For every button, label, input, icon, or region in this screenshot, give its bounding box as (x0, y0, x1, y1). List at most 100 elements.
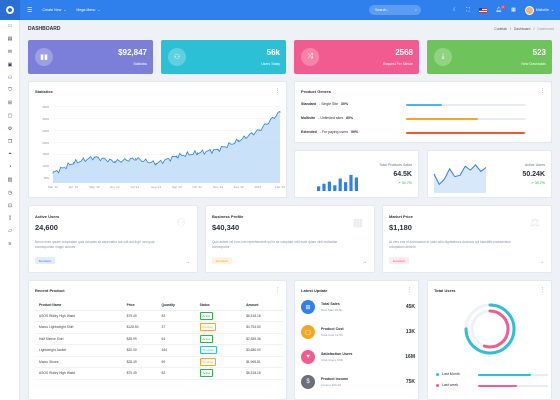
sidebar-chart-icon[interactable]: ◔ (8, 164, 12, 171)
bar (317, 186, 321, 191)
sidebar-folder-icon[interactable]: ▱ (8, 228, 12, 235)
breadcrumb-item[interactable]: Dashboard (513, 27, 531, 31)
genre-row: Standard - Single Site 30% (301, 102, 349, 106)
table-row[interactable]: Marco Shoes $28.49 69 Pending $1,965.81 (35, 356, 283, 368)
card-title: Total Users (434, 288, 456, 293)
column-header[interactable]: Status (195, 301, 243, 311)
product-name: Marco Lightweight Shirt (35, 321, 123, 334)
language-flag-icon[interactable] (478, 7, 487, 13)
x-tick-label: Oct '12 (192, 185, 202, 189)
user-menu[interactable]: Michelle ⌄ (524, 5, 554, 15)
arrow-right-icon[interactable]: → (185, 259, 190, 265)
more-options-icon[interactable]: ⋮ (407, 287, 412, 293)
apps-grid-icon[interactable]: ▦ (511, 7, 516, 13)
sidebar-settings-icon[interactable]: ⚙ (7, 125, 13, 132)
more-options-icon[interactable]: ⋮ (540, 88, 545, 94)
sidebar-clock-icon[interactable]: ◷ (7, 189, 13, 196)
data-point (238, 139, 240, 142)
menu-toggle-icon[interactable]: ☰ (27, 7, 33, 14)
update-row: ▢ Product Cost Total Cost 12.5K 13K (301, 324, 415, 344)
kpi-value: 50.24K (522, 171, 545, 178)
more-options-icon[interactable]: ⋮ (275, 287, 280, 293)
notification-badge: 2 (501, 5, 506, 9)
user-icon: ⚇ (176, 216, 186, 229)
x-tick-label: Nov '12 (213, 185, 224, 189)
sidebar-pages-icon[interactable]: ≡ (8, 240, 12, 247)
info-card: Active Users 24,600 Nemo enim ipsam volu… (28, 205, 198, 273)
mega-menu[interactable]: Mega Menu ⌄ (76, 8, 101, 12)
kpi-label: Active Users (524, 163, 545, 167)
info-title: Business Profile (212, 214, 244, 219)
app-logo[interactable] (0, 0, 20, 20)
update-value: 16M (405, 354, 415, 360)
status-badge: Active (199, 334, 214, 343)
column-header[interactable]: Price (122, 301, 158, 311)
notifications-icon[interactable]: 🔔︎ 2 (495, 5, 506, 13)
sidebar-table-icon[interactable]: ▥ (7, 176, 13, 183)
products-sales-card: Total Products Sales 64.5K ↗ 30.7% (294, 150, 419, 198)
product-price: $28.49 (122, 356, 158, 368)
table-row[interactable]: ASOS Ridley High Waist $79.49 82 Active $6,5… (35, 367, 283, 380)
avatar (524, 5, 534, 15)
bar (327, 181, 331, 191)
sidebar-lock-icon[interactable]: ⊡ (7, 202, 13, 209)
arrow-right-icon[interactable]: → (362, 259, 367, 265)
legend-dot (436, 383, 439, 387)
latest-update-card: Latest Update ⋮ ⊞ Total Sales New Sale 3… (294, 280, 419, 400)
sidebar-layout-icon[interactable]: ▣ (7, 61, 13, 68)
sidebar-inbox-icon[interactable]: ✉ (7, 48, 13, 55)
sidebar-shield-icon[interactable]: ⛉ (8, 87, 12, 94)
download-icon: ⤓ (434, 48, 452, 66)
bar (344, 182, 348, 191)
kpi-label: Total Products Sales (379, 163, 412, 167)
data-point (73, 162, 75, 164)
data-point (176, 155, 178, 157)
building-icon: ▦ (352, 216, 364, 229)
legend-item: Last week (436, 383, 458, 387)
sidebar-calendar-icon[interactable]: ▤ (7, 36, 13, 43)
sidebar-box-icon[interactable]: ▢ (7, 112, 13, 119)
create-new-menu[interactable]: Create New ⌄ (42, 8, 67, 12)
table-row[interactable]: Marco Lightweight Shirt $128.50 37 Pending $… (35, 321, 283, 334)
bar (333, 185, 337, 191)
data-point (114, 160, 116, 163)
stat-card: ⤨ 2568 Request Per Minute (294, 40, 419, 74)
fullscreen-icon[interactable]: ⛶ (466, 7, 470, 13)
arrow-right-icon[interactable]: → (539, 259, 544, 265)
dark-mode-icon[interactable]: ☾ (452, 7, 458, 13)
sidebar-user-icon[interactable]: ⚇ (7, 74, 13, 81)
data-point (155, 162, 157, 165)
more-options-icon[interactable]: ⋮ (540, 287, 545, 293)
column-header[interactable]: Amount (242, 301, 283, 311)
product-price: $79.49 (122, 367, 158, 380)
table-row[interactable]: Half Sleeve Shirt $39.99 64 Active $2,559.36 (35, 333, 283, 345)
x-tick-label: Feb '13 (275, 185, 285, 189)
table-row[interactable]: ASOS Ridley High Waist $79.49 82 Active $6,5… (35, 310, 283, 322)
product-amount: $6,518.18 (242, 367, 283, 380)
genre-progress-bar (406, 118, 526, 120)
page-title: DASHBOARD (28, 26, 61, 32)
column-header[interactable]: Product Name (35, 301, 123, 311)
genre-progress-bar (406, 104, 526, 106)
product-price: $39.99 (122, 333, 158, 345)
status-badge: Pending (199, 323, 216, 332)
info-card: Market Price $1,180 At vero eos et accus… (382, 205, 552, 273)
table-row[interactable]: Lightweight Jacket $20.00 184 Progress $3,68… (35, 344, 283, 357)
sidebar-cart-icon[interactable]: ⊞ (7, 100, 13, 107)
update-row: ♥ Satisfaction Users Total Users 0.9K 16… (301, 349, 415, 369)
sidebar-copy-icon[interactable]: ❐ (7, 138, 13, 145)
sidebar-monitor-icon[interactable]: ▭ (7, 23, 13, 30)
update-row: $ Product Income Income 100.4K 75K (301, 374, 415, 394)
chevron-down-icon: ⌄ (97, 8, 101, 12)
sidebar-map-icon[interactable]: ⌖ (8, 151, 12, 158)
sidebar-file-icon[interactable]: ▯ (8, 215, 12, 222)
info-value: 24,600 (35, 223, 58, 232)
more-options-icon[interactable]: ⋮ (275, 88, 280, 94)
status-badge: Active (199, 369, 214, 378)
product-name: Lightweight Jacket (35, 344, 123, 357)
breadcrumb-item[interactable]: Codelab (494, 27, 507, 31)
column-header[interactable]: Quantity (157, 301, 196, 311)
update-sub: Total Users 0.9K (321, 358, 344, 362)
search-input[interactable]: Search... ⌕ (369, 5, 421, 15)
statistics-card: Statistics ⋮ 3500 3000 2500 2000 1500 1000 500… (28, 81, 287, 198)
